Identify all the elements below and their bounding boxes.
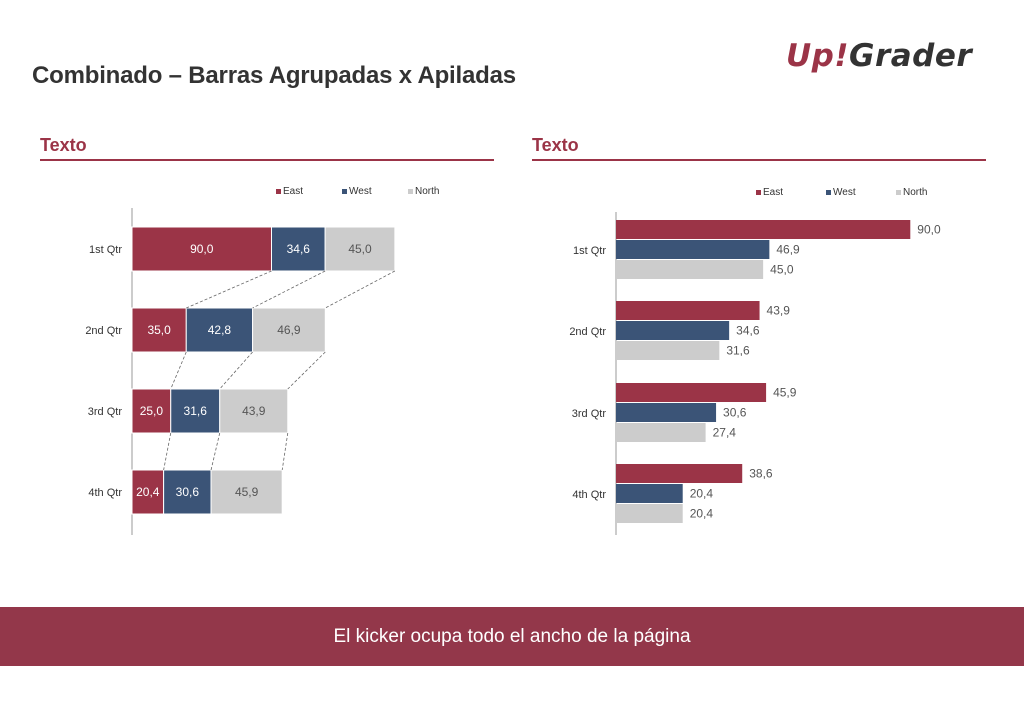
data-label-west-2nd-qtr: 42,8 <box>208 323 232 337</box>
logo-grader: Grader <box>849 38 973 74</box>
bar-west-1st-qtr <box>271 226 326 272</box>
legend-label-east: East <box>763 187 783 198</box>
data-label-east-3rd-qtr: 25,0 <box>140 404 164 418</box>
data-label-north-4th-qtr: 20,4 <box>690 507 714 521</box>
left-panel-title: Texto <box>40 135 87 155</box>
series-line-1-1 <box>170 351 187 390</box>
bar-west-3rd-qtr <box>616 403 717 422</box>
legend-swatch-east <box>756 190 761 195</box>
data-label-north-3rd-qtr: 27,4 <box>713 426 737 440</box>
data-label-west-3rd-qtr: 30,6 <box>723 406 747 420</box>
category-label-1st-qtr: 1st Qtr <box>573 245 606 257</box>
data-label-north-2nd-qtr: 46,9 <box>277 323 301 337</box>
logo-up: Up! <box>786 38 850 74</box>
left-panel-rule <box>40 159 494 161</box>
stacked-bar-chart: East West North 90,0 34,6 45,0 1st Qtr 35,0 42,8… <box>85 186 439 535</box>
bar-east-3rd-qtr <box>616 383 767 402</box>
series-line-0-1 <box>186 270 272 309</box>
bar-north-4th-qtr <box>210 469 283 515</box>
upgrader-logo: Up!Grader <box>786 38 972 74</box>
bar-west-4th-qtr <box>163 469 212 515</box>
series-line-2-1 <box>163 432 172 471</box>
data-label-east-2nd-qtr: 35,0 <box>147 323 171 337</box>
bar-east-4th-qtr <box>131 469 165 515</box>
category-label-2nd-qtr: 2nd Qtr <box>85 325 122 337</box>
data-label-west-1st-qtr: 34,6 <box>287 242 311 256</box>
legend-label-east: East <box>283 186 303 197</box>
legend-label-north: North <box>415 186 439 197</box>
bar-north-4th-qtr <box>616 504 683 523</box>
category-label-4th-qtr: 4th Qtr <box>88 487 122 499</box>
series-line-1-2 <box>219 351 253 390</box>
bar-west-1st-qtr <box>616 240 770 259</box>
data-label-west-4th-qtr: 20,4 <box>690 487 714 501</box>
category-label-2nd-qtr: 2nd Qtr <box>569 326 606 338</box>
bar-east-2nd-qtr <box>616 301 760 320</box>
bar-east-4th-qtr <box>616 464 743 483</box>
category-label-1st-qtr: 1st Qtr <box>89 244 122 256</box>
category-label-3rd-qtr: 3rd Qtr <box>88 406 123 418</box>
data-label-east-4th-qtr: 38,6 <box>749 467 773 481</box>
bar-north-2nd-qtr <box>616 341 720 360</box>
legend-label-west: West <box>833 187 856 198</box>
data-label-west-1st-qtr: 46,9 <box>776 243 800 257</box>
bar-north-3rd-qtr <box>219 388 289 434</box>
series-line-2-3 <box>281 432 289 471</box>
data-label-north-1st-qtr: 45,0 <box>348 242 372 256</box>
series-line-0-2 <box>252 270 326 309</box>
legend-swatch-north <box>408 189 413 194</box>
legend-swatch-north <box>896 190 901 195</box>
data-label-east-4th-qtr: 20,4 <box>136 485 160 499</box>
category-label-4th-qtr: 4th Qtr <box>572 489 606 501</box>
bar-north-3rd-qtr <box>616 423 706 442</box>
series-line-0-3 <box>325 270 396 309</box>
data-label-north-4th-qtr: 45,9 <box>235 485 259 499</box>
bar-north-1st-qtr <box>324 226 396 272</box>
data-label-east-3rd-qtr: 45,9 <box>773 386 797 400</box>
bar-east-1st-qtr <box>616 220 911 239</box>
kicker-banner: El kicker ocupa todo el ancho de la pági… <box>0 607 1024 666</box>
series-line-2-2 <box>210 432 221 471</box>
data-label-north-1st-qtr: 45,0 <box>770 263 794 277</box>
legend-swatch-west <box>342 189 347 194</box>
category-label-3rd-qtr: 3rd Qtr <box>572 408 607 420</box>
bar-west-4th-qtr <box>616 484 683 503</box>
right-panel-title: Texto <box>532 135 579 155</box>
data-label-west-3rd-qtr: 31,6 <box>184 404 208 418</box>
data-label-east-1st-qtr: 90,0 <box>190 242 214 256</box>
legend-swatch-west <box>826 190 831 195</box>
data-label-north-2nd-qtr: 31,6 <box>726 344 750 358</box>
data-label-north-3rd-qtr: 43,9 <box>242 404 266 418</box>
data-label-west-4th-qtr: 30,6 <box>176 485 200 499</box>
bar-west-2nd-qtr <box>616 321 730 340</box>
legend-label-west: West <box>349 186 372 197</box>
data-label-west-2nd-qtr: 34,6 <box>736 324 760 338</box>
bar-north-1st-qtr <box>616 260 764 279</box>
kicker-text: El kicker ocupa todo el ancho de la pági… <box>333 625 691 647</box>
series-line-1-3 <box>287 351 326 390</box>
bar-north-2nd-qtr <box>252 307 326 353</box>
legend-label-north: North <box>903 187 927 198</box>
legend-swatch-east <box>276 189 281 194</box>
page-title: Combinado – Barras Agrupadas x Apiladas <box>32 62 516 89</box>
grouped-bar-chart: East West North 90,0 46,9 45,0 1st Qtr 43,9 34,6… <box>569 187 941 535</box>
right-panel-rule <box>532 159 986 161</box>
data-label-east-1st-qtr: 90,0 <box>917 223 941 237</box>
data-label-east-2nd-qtr: 43,9 <box>767 304 791 318</box>
